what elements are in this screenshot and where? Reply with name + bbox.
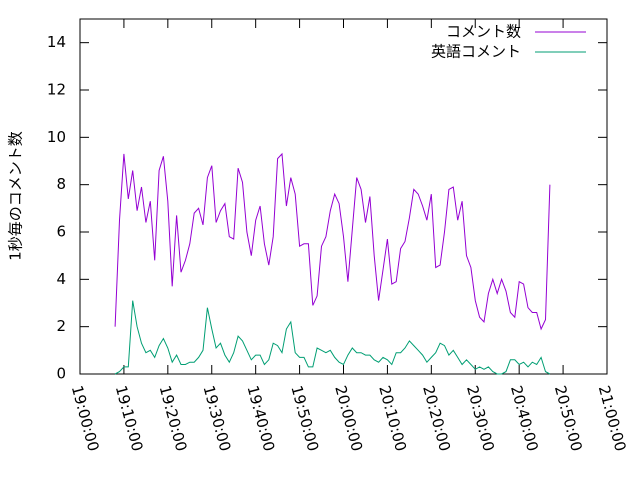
x-tick-label: 20:30:00: [463, 384, 498, 454]
x-tick-label: 20:50:00: [551, 384, 586, 454]
legend-label: コメント数: [446, 23, 521, 41]
legend-label: 英語コメント: [431, 43, 521, 61]
x-tick-label: 20:40:00: [507, 384, 542, 454]
y-tick-label: 0: [56, 365, 66, 383]
y-tick-label: 8: [56, 175, 66, 193]
x-tick-label: 19:40:00: [243, 384, 278, 454]
x-tick-label: 19:30:00: [200, 384, 235, 454]
series-line: [114, 152, 551, 331]
y-axis-label: 1秒毎のコメント数: [7, 131, 25, 261]
x-tick-label: 20:10:00: [375, 384, 410, 454]
y-tick-label: 10: [47, 128, 66, 146]
y-tick-label: 4: [56, 270, 66, 288]
series-line: [114, 300, 551, 375]
x-tick-label: 19:20:00: [156, 384, 191, 454]
y-tick-label: 2: [56, 317, 66, 335]
x-tick-label: 21:00:00: [595, 384, 630, 454]
x-tick-label: 19:50:00: [287, 384, 322, 454]
x-tick-label: 19:10:00: [112, 384, 147, 454]
plot-border: [79, 18, 608, 375]
y-tick-label: 14: [47, 33, 66, 51]
x-tick-label: 20:20:00: [419, 384, 454, 454]
y-tick-label: 12: [47, 81, 66, 99]
x-tick-label: 20:00:00: [331, 384, 366, 454]
x-tick-label: 19:00:00: [68, 384, 103, 454]
y-tick-label: 6: [56, 223, 66, 241]
